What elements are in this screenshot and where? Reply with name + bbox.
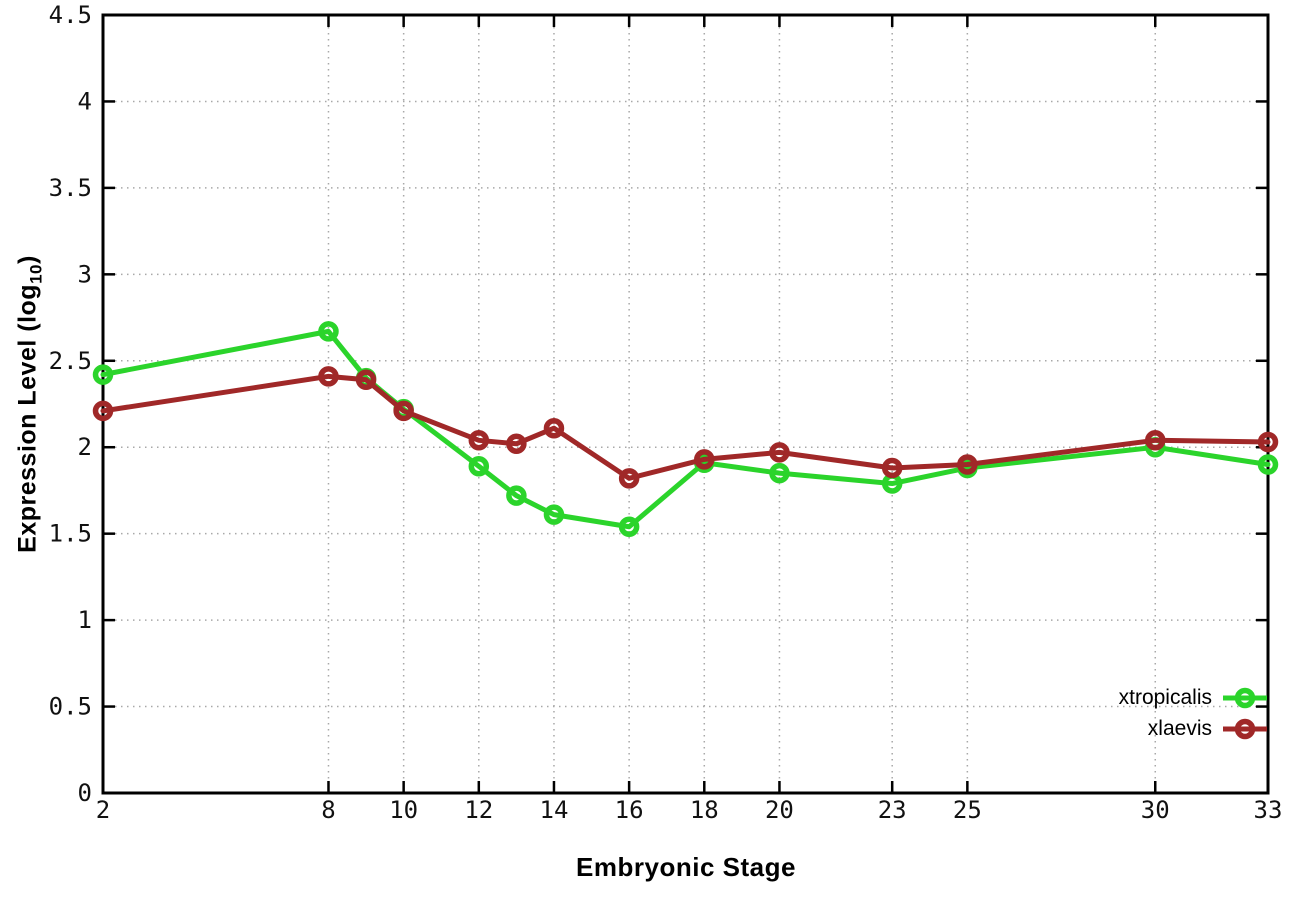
legend: xtropicalis xlaevis bbox=[1119, 684, 1268, 743]
x-tick-label: 25 bbox=[953, 796, 982, 824]
series-xtropicalis-point bbox=[468, 455, 490, 477]
legend-label-xtropicalis: xtropicalis bbox=[1118, 686, 1212, 709]
series-xlaevis-point bbox=[769, 442, 790, 463]
y-tick-label: 1 bbox=[78, 606, 92, 634]
x-tick-label: 10 bbox=[389, 796, 418, 824]
y-tick-label: 3 bbox=[78, 260, 92, 288]
y-tick-label: 1.5 bbox=[49, 520, 92, 548]
series-xlaevis-point bbox=[543, 417, 565, 439]
x-tick-label: 2 bbox=[96, 796, 110, 824]
legend-marker-xlaevis-icon bbox=[1223, 718, 1267, 740]
series-xlaevis-point bbox=[1257, 431, 1279, 453]
x-tick-label: 14 bbox=[540, 796, 569, 824]
y-tick-label: 3.5 bbox=[49, 174, 92, 202]
plot-border bbox=[101, 13, 1270, 795]
x-tick-label: 12 bbox=[464, 796, 493, 824]
series-xtropicalis-point bbox=[506, 485, 527, 506]
series-xlaevis-point bbox=[694, 449, 715, 470]
y-axis-title-close: ) bbox=[13, 255, 42, 264]
legend-marker-xtropicalis-icon bbox=[1223, 687, 1267, 709]
series-xlaevis-point bbox=[92, 400, 114, 422]
legend-item-xtropicalis: xtropicalis bbox=[1119, 684, 1268, 712]
y-tick-label: 4 bbox=[78, 87, 92, 115]
x-tick-label: 18 bbox=[690, 796, 719, 824]
series-xlaevis-point bbox=[1145, 430, 1166, 451]
series-xlaevis-point bbox=[881, 457, 903, 479]
x-tick-label: 23 bbox=[878, 796, 907, 824]
series-xtropicalis-point bbox=[543, 504, 565, 525]
x-tick-label: 20 bbox=[765, 796, 794, 824]
series-xtropicalis-point bbox=[318, 321, 339, 342]
series-xtropicalis-point bbox=[92, 364, 114, 385]
y-axis-title-subscript: 10 bbox=[26, 263, 46, 284]
legend-label-xlaevis: xlaevis bbox=[1147, 717, 1212, 740]
y-tick-label: 4.5 bbox=[49, 1, 92, 29]
x-tick-label: 8 bbox=[321, 796, 335, 824]
x-tick-label: 30 bbox=[1141, 796, 1170, 824]
series-xlaevis-line bbox=[100, 373, 1271, 481]
y-tick-label: 0 bbox=[78, 779, 92, 807]
series-xlaevis-point bbox=[506, 433, 527, 455]
y-tick-label: 2.5 bbox=[49, 347, 92, 375]
series-xlaevis-point bbox=[618, 468, 640, 489]
series-xlaevis-point bbox=[468, 430, 490, 451]
legend-item-xlaevis: xlaevis bbox=[1148, 715, 1268, 743]
y-tick-label: 0.5 bbox=[49, 693, 92, 721]
series-xtropicalis-point bbox=[769, 462, 790, 484]
series-xtropicalis-point bbox=[1257, 454, 1279, 475]
series-xtropicalis-point bbox=[618, 516, 640, 538]
y-axis-title-text: Expression Level (log bbox=[13, 283, 42, 553]
series-xlaevis-point bbox=[957, 454, 978, 475]
series-xlaevis-point bbox=[318, 366, 339, 387]
x-axis-title: Embryonic Stage bbox=[576, 852, 796, 882]
y-axis-title: Expression Level (log10) bbox=[14, 255, 47, 553]
x-tick-label: 33 bbox=[1254, 796, 1283, 824]
x-tick-label: 16 bbox=[615, 796, 644, 824]
series-xlaevis-point bbox=[355, 369, 377, 391]
y-tick-label: 2 bbox=[78, 433, 92, 461]
series-xlaevis-point bbox=[393, 400, 414, 422]
